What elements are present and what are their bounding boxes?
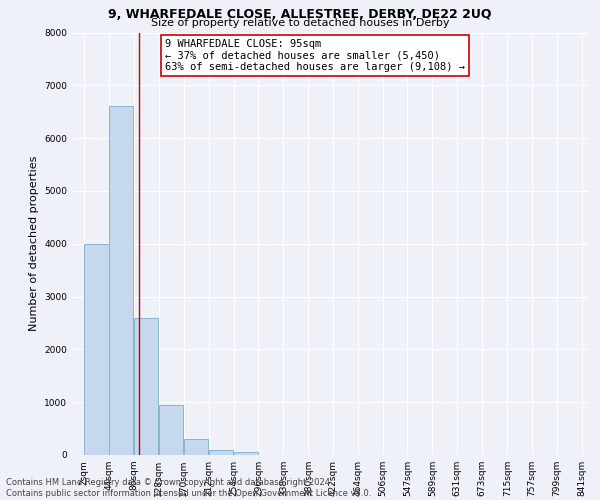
Bar <box>234 452 258 455</box>
Bar <box>84 244 109 455</box>
Bar <box>109 106 133 455</box>
Bar <box>184 439 208 455</box>
Text: Size of property relative to detached houses in Derby: Size of property relative to detached ho… <box>151 18 449 28</box>
Bar <box>134 318 158 455</box>
Text: 9, WHARFEDALE CLOSE, ALLESTREE, DERBY, DE22 2UQ: 9, WHARFEDALE CLOSE, ALLESTREE, DERBY, D… <box>108 8 492 20</box>
Y-axis label: Number of detached properties: Number of detached properties <box>29 156 38 332</box>
Text: 9 WHARFEDALE CLOSE: 95sqm
← 37% of detached houses are smaller (5,450)
63% of se: 9 WHARFEDALE CLOSE: 95sqm ← 37% of detac… <box>165 39 465 72</box>
Bar <box>209 450 233 455</box>
Bar <box>159 405 184 455</box>
Text: Contains HM Land Registry data © Crown copyright and database right 2024.
Contai: Contains HM Land Registry data © Crown c… <box>6 478 371 498</box>
